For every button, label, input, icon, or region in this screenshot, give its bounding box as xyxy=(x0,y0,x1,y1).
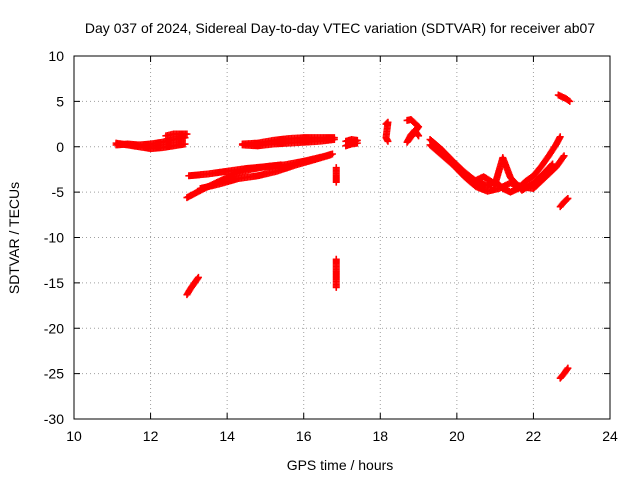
data-point xyxy=(563,195,571,203)
data-points xyxy=(112,91,574,382)
data-point xyxy=(332,283,340,291)
y-tick-label: 10 xyxy=(48,48,64,64)
data-point xyxy=(384,137,392,145)
x-tick-label: 24 xyxy=(602,428,618,444)
y-tick-label: 0 xyxy=(56,139,64,155)
data-point xyxy=(566,97,574,105)
data-point xyxy=(556,133,564,141)
data-point xyxy=(332,178,340,186)
y-tick-label: -15 xyxy=(44,275,64,291)
x-tick-label: 12 xyxy=(143,428,159,444)
x-tick-label: 20 xyxy=(449,428,465,444)
data-point xyxy=(564,364,572,372)
data-point xyxy=(564,194,572,202)
x-tick-label: 22 xyxy=(526,428,542,444)
x-axis-label: GPS time / hours xyxy=(287,457,394,473)
x-tick-label: 14 xyxy=(219,428,235,444)
y-tick-label: -5 xyxy=(52,184,65,200)
y-axis-label: SDTVAR / TECUs xyxy=(6,182,22,294)
data-point xyxy=(181,140,189,148)
grid xyxy=(74,56,610,419)
chart-title: Day 037 of 2024, Sidereal Day-to-day VTE… xyxy=(85,20,595,36)
x-tick-label: 18 xyxy=(372,428,388,444)
data-point xyxy=(565,96,573,104)
x-tick-label: 10 xyxy=(66,428,82,444)
data-point xyxy=(549,160,557,168)
data-point xyxy=(327,151,335,159)
y-tick-label: -10 xyxy=(44,230,64,246)
data-point xyxy=(415,132,423,140)
data-point xyxy=(547,161,555,169)
x-tick-label: 16 xyxy=(296,428,312,444)
data-point xyxy=(353,139,361,147)
y-tick-label: -30 xyxy=(44,411,64,427)
data-point xyxy=(183,130,191,138)
data-point xyxy=(559,153,567,161)
data-point xyxy=(194,273,202,281)
y-tick-label: -25 xyxy=(44,366,64,382)
y-tick-label: 5 xyxy=(56,93,64,109)
data-point xyxy=(330,134,338,142)
y-tick-label: -20 xyxy=(44,320,64,336)
data-point xyxy=(560,152,568,160)
axis-ticks: 10 12 14 16 18 20 22 24 -30 -25 -20 -15 -10 -5 0 5 10 xyxy=(44,48,618,444)
